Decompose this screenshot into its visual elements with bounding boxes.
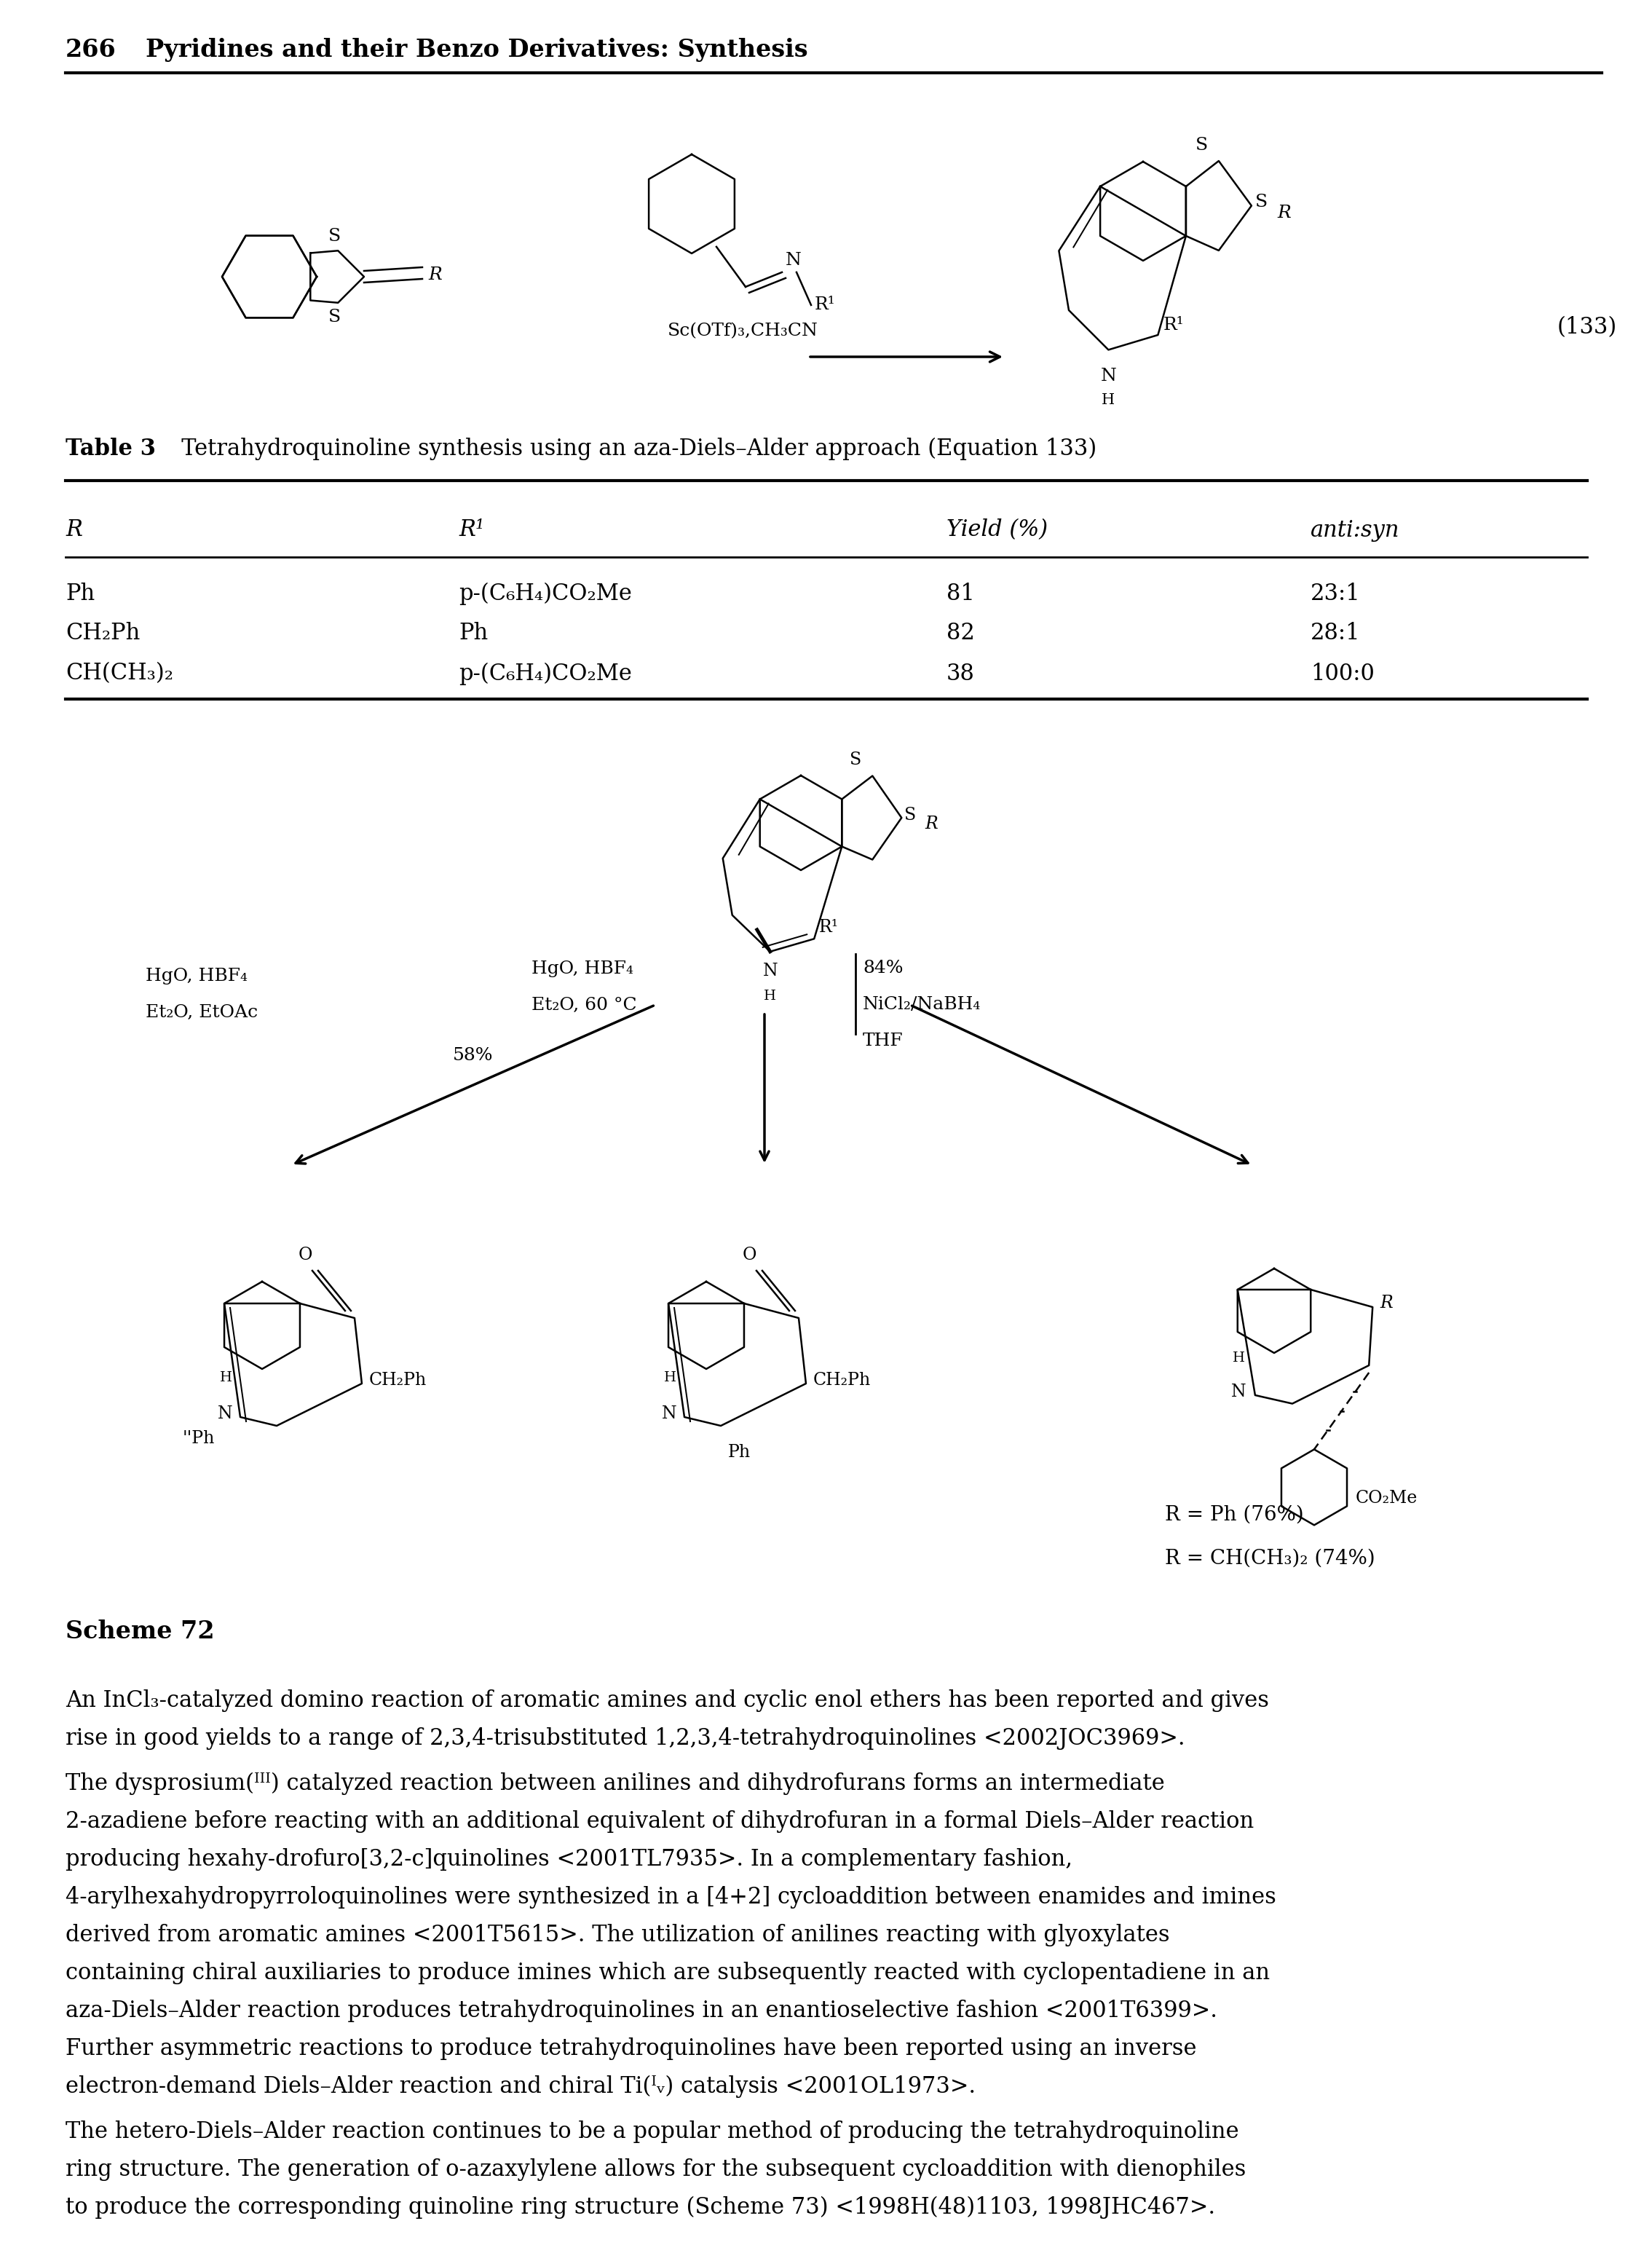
Text: 23:1: 23:1: [1310, 581, 1361, 604]
Text: 84%: 84%: [862, 960, 904, 978]
Text: N: N: [662, 1406, 677, 1422]
Text: R: R: [1277, 205, 1290, 221]
Text: Yield (%): Yield (%): [947, 518, 1047, 541]
Text: S: S: [1256, 194, 1267, 210]
Text: Ph: Ph: [66, 581, 94, 604]
Text: R: R: [925, 816, 938, 831]
Text: R¹: R¹: [814, 297, 836, 313]
Text: Et₂O, 60 °C: Et₂O, 60 °C: [532, 996, 636, 1014]
Text: The dysprosium(ᴵᴵᴵ) catalyzed reaction between anilines and dihydrofurans forms : The dysprosium(ᴵᴵᴵ) catalyzed reaction b…: [66, 1773, 1165, 1796]
Text: anti:syn: anti:syn: [1310, 518, 1399, 541]
Text: NiCl₂/NaBH₄: NiCl₂/NaBH₄: [862, 996, 981, 1014]
Text: O: O: [297, 1246, 312, 1264]
Text: CH₂Ph: CH₂Ph: [368, 1372, 426, 1388]
Text: The hetero-Diels–Alder reaction continues to be a popular method of producing th: The hetero-Diels–Alder reaction continue…: [66, 2120, 1239, 2143]
Text: H: H: [1232, 1352, 1246, 1365]
Text: S: S: [329, 309, 340, 324]
Text: 58%: 58%: [453, 1048, 494, 1063]
Text: R¹: R¹: [459, 518, 484, 541]
Text: An InCl₃-catalyzed domino reaction of aromatic amines and cyclic enol ethers has: An InCl₃-catalyzed domino reaction of ar…: [66, 1690, 1269, 1712]
Text: S: S: [329, 228, 340, 246]
Text: N: N: [786, 252, 801, 268]
Text: HgO, HBF₄: HgO, HBF₄: [145, 967, 248, 985]
Text: THF: THF: [862, 1032, 904, 1050]
Text: R: R: [66, 518, 83, 541]
Text: N: N: [1231, 1383, 1246, 1399]
Text: H: H: [220, 1372, 231, 1383]
Text: H: H: [1102, 394, 1115, 408]
Text: rise in good yields to a range of 2,3,4-trisubstituted 1,2,3,4-tetrahydroquinoli: rise in good yields to a range of 2,3,4-…: [66, 1728, 1184, 1751]
Text: R¹: R¹: [1163, 318, 1184, 333]
Text: Pyridines and their Benzo Derivatives: Synthesis: Pyridines and their Benzo Derivatives: S…: [145, 38, 808, 61]
Text: 82: 82: [947, 622, 975, 644]
Text: Sc(OTf)₃,CH₃CN: Sc(OTf)₃,CH₃CN: [667, 322, 818, 340]
Text: 81: 81: [947, 581, 975, 604]
Text: CH(CH₃)₂: CH(CH₃)₂: [66, 662, 173, 685]
Text: 100:0: 100:0: [1310, 662, 1374, 685]
Text: to produce the corresponding quinoline ring structure (Scheme 73) <1998H(48)1103: to produce the corresponding quinoline r…: [66, 2197, 1216, 2219]
Text: p-(C₆H₄)CO₂Me: p-(C₆H₄)CO₂Me: [459, 662, 631, 685]
Text: H: H: [664, 1372, 676, 1383]
Text: producing hexahy-drofuro[3,2-c]quinolines <2001TL7935>. In a complementary fashi: producing hexahy-drofuro[3,2-c]quinoline…: [66, 1847, 1072, 1870]
Text: S: S: [849, 753, 862, 768]
Text: CO₂Me: CO₂Me: [1356, 1489, 1417, 1507]
Text: R: R: [428, 266, 441, 284]
Text: Et₂O, EtOAc: Et₂O, EtOAc: [145, 1005, 258, 1021]
Text: N: N: [218, 1406, 233, 1422]
Text: 38: 38: [947, 662, 975, 685]
Text: R: R: [1379, 1295, 1393, 1311]
Text: S: S: [1196, 137, 1208, 153]
Text: (133): (133): [1558, 315, 1617, 338]
Text: electron-demand Diels–Alder reaction and chiral Ti(ᴵᵥ) catalysis <2001OL1973>.: electron-demand Diels–Alder reaction and…: [66, 2075, 976, 2098]
Text: R = Ph (76%): R = Ph (76%): [1165, 1505, 1303, 1525]
Text: Ph: Ph: [729, 1444, 750, 1460]
Text: containing chiral auxiliaries to produce imines which are subsequently reacted w: containing chiral auxiliaries to produce…: [66, 1962, 1270, 1985]
Text: O: O: [742, 1246, 757, 1264]
Text: Further asymmetric reactions to produce tetrahydroquinolines have been reported : Further asymmetric reactions to produce …: [66, 2037, 1196, 2059]
Text: CH₂Ph: CH₂Ph: [813, 1372, 871, 1388]
Text: Ph: Ph: [459, 622, 487, 644]
Text: N: N: [1100, 367, 1117, 385]
Text: 2-azadiene before reacting with an additional equivalent of dihydrofuran in a fo: 2-azadiene before reacting with an addit…: [66, 1809, 1254, 1834]
Text: N: N: [763, 962, 778, 980]
Text: aza-Diels–Alder reaction produces tetrahydroquinolines in an enantioselective fa: aza-Diels–Alder reaction produces tetrah…: [66, 2001, 1218, 2023]
Text: 266: 266: [66, 38, 116, 61]
Text: Table 3: Table 3: [66, 437, 155, 460]
Text: derived from aromatic amines <2001T5615>. The utilization of anilines reacting w: derived from aromatic amines <2001T5615>…: [66, 1924, 1170, 1947]
Text: CH₂Ph: CH₂Ph: [66, 622, 140, 644]
Text: H: H: [763, 989, 776, 1003]
Text: ring structure. The generation of o-azaxylylene allows for the subsequent cycloa: ring structure. The generation of o-azax…: [66, 2158, 1246, 2181]
Text: p-(C₆H₄)CO₂Me: p-(C₆H₄)CO₂Me: [459, 581, 631, 604]
Text: Tetrahydroquinoline synthesis using an aza-Diels–Alder approach (Equation 133): Tetrahydroquinoline synthesis using an a…: [160, 437, 1097, 460]
Text: ''Ph: ''Ph: [182, 1431, 215, 1446]
Text: R¹: R¹: [819, 919, 839, 935]
Text: 4-arylhexahydropyrroloquinolines were synthesized in a [4+2] cycloaddition betwe: 4-arylhexahydropyrroloquinolines were sy…: [66, 1886, 1277, 1908]
Text: 28:1: 28:1: [1310, 622, 1361, 644]
Text: Scheme 72: Scheme 72: [66, 1620, 215, 1642]
Text: R = CH(CH₃)₂ (74%): R = CH(CH₃)₂ (74%): [1165, 1548, 1374, 1568]
Text: HgO, HBF₄: HgO, HBF₄: [532, 960, 633, 978]
Text: S: S: [905, 807, 917, 822]
